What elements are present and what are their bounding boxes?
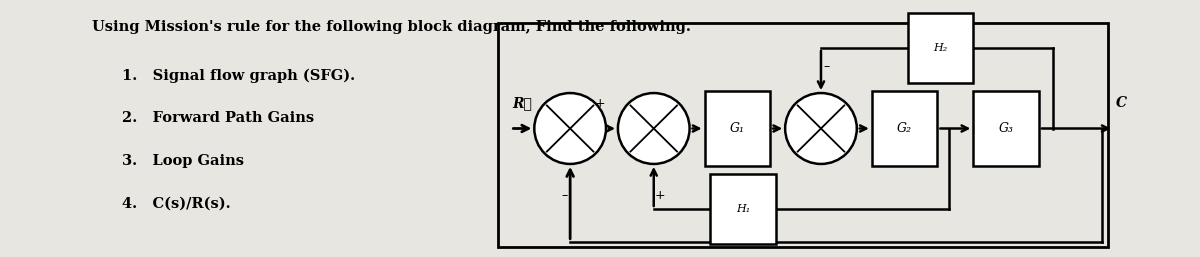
- FancyBboxPatch shape: [973, 91, 1039, 166]
- FancyBboxPatch shape: [710, 174, 776, 244]
- Text: +: +: [595, 97, 605, 110]
- Ellipse shape: [618, 93, 690, 164]
- Text: Using Mission's rule for the following block diagram, Find the following.: Using Mission's rule for the following b…: [92, 20, 691, 34]
- Text: –: –: [562, 189, 568, 202]
- Text: 3.   Loop Gains: 3. Loop Gains: [122, 154, 245, 168]
- Text: G₁: G₁: [730, 122, 745, 135]
- Text: +: +: [654, 189, 665, 202]
- Text: G₂: G₂: [898, 122, 912, 135]
- Text: Rℓ: Rℓ: [512, 96, 533, 110]
- Ellipse shape: [534, 93, 606, 164]
- Text: 4.   C(s)/R(s).: 4. C(s)/R(s).: [122, 196, 230, 210]
- FancyBboxPatch shape: [871, 91, 937, 166]
- FancyBboxPatch shape: [907, 13, 973, 83]
- Text: H₂: H₂: [934, 43, 948, 53]
- Text: 2.   Forward Path Gains: 2. Forward Path Gains: [122, 111, 314, 125]
- Text: C: C: [1116, 96, 1127, 110]
- Text: 1.   Signal flow graph (SFG).: 1. Signal flow graph (SFG).: [122, 68, 355, 82]
- Ellipse shape: [785, 93, 857, 164]
- Text: G₃: G₃: [998, 122, 1014, 135]
- FancyBboxPatch shape: [704, 91, 770, 166]
- Text: H₁: H₁: [737, 204, 750, 214]
- Text: –: –: [824, 60, 830, 73]
